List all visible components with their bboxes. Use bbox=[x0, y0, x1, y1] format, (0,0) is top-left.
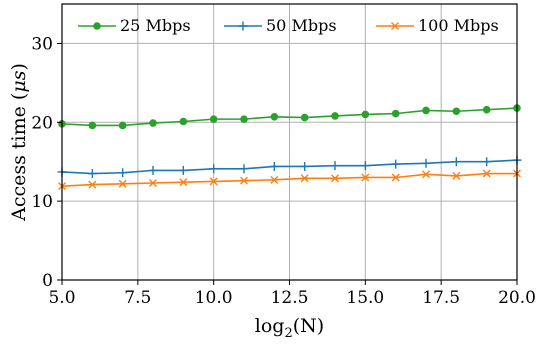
data-point-100-mbps bbox=[209, 177, 218, 186]
data-point-25-mbps bbox=[482, 105, 491, 114]
data-point-100-mbps bbox=[391, 173, 400, 182]
data-point-50-mbps bbox=[239, 164, 249, 174]
x-tick-label: 20.0 bbox=[498, 288, 536, 308]
data-point-50-mbps bbox=[451, 157, 461, 167]
legend-label-50-mbps: 50 Mbps bbox=[266, 16, 337, 35]
data-point-100-mbps bbox=[118, 179, 127, 188]
data-point-25-mbps bbox=[391, 109, 400, 118]
data-point-25-mbps bbox=[452, 107, 461, 116]
x-tick-label: 15.0 bbox=[346, 288, 384, 308]
legend-marker-50-mbps bbox=[238, 21, 248, 31]
data-point-50-mbps bbox=[87, 169, 97, 179]
data-point-25-mbps bbox=[270, 112, 279, 121]
x-tick-label: 17.5 bbox=[422, 288, 460, 308]
legend-marker-25-mbps bbox=[93, 22, 101, 30]
legend: 25 Mbps 50 Mbps 100 Mbps bbox=[78, 16, 499, 35]
y-tick-label: 30 bbox=[31, 34, 53, 54]
series-line-50-mbps bbox=[61, 159, 518, 175]
data-point-25-mbps bbox=[361, 110, 370, 119]
data-point-50-mbps bbox=[421, 158, 431, 168]
data-point-25-mbps bbox=[88, 121, 97, 130]
data-point-25-mbps bbox=[300, 113, 309, 122]
data-point-100-mbps bbox=[361, 173, 370, 182]
series-100-mbps bbox=[58, 169, 521, 191]
data-point-25-mbps bbox=[118, 121, 127, 130]
data-point-50-mbps bbox=[269, 161, 279, 171]
y-tick-label: 0 bbox=[42, 271, 53, 291]
series-line-100-mbps bbox=[61, 172, 517, 187]
data-point-50-mbps bbox=[178, 165, 188, 175]
data-point-100-mbps bbox=[88, 180, 97, 189]
data-point-50-mbps bbox=[391, 159, 401, 169]
data-point-50-mbps bbox=[330, 161, 340, 171]
data-point-100-mbps bbox=[300, 174, 309, 183]
legend-entry-25-mbps: 25 Mbps bbox=[78, 16, 191, 35]
data-point-25-mbps bbox=[422, 106, 430, 115]
x-axis-title: log2(N) bbox=[255, 315, 324, 341]
data-point-25-mbps bbox=[179, 117, 188, 126]
data-point-25-mbps bbox=[331, 112, 339, 120]
y-axis-title-unit: μs bbox=[8, 70, 30, 92]
data-point-100-mbps bbox=[422, 170, 430, 179]
data-point-50-mbps bbox=[148, 165, 158, 175]
data-point-25-mbps bbox=[149, 119, 157, 127]
legend-entry-50-mbps: 50 Mbps bbox=[224, 16, 337, 35]
data-point-100-mbps bbox=[270, 175, 279, 184]
x-tick-label: 10.0 bbox=[195, 288, 233, 308]
legend-entry-100-mbps: 100 Mbps bbox=[376, 16, 499, 35]
data-point-25-mbps bbox=[209, 115, 218, 123]
x-tick-label: 5.0 bbox=[48, 288, 75, 308]
legend-label-100-mbps: 100 Mbps bbox=[418, 16, 499, 35]
legend-label-25-mbps: 25 Mbps bbox=[120, 16, 191, 35]
series-50-mbps bbox=[57, 155, 522, 179]
x-axis-title-base: log bbox=[255, 315, 285, 337]
axis-ticks: 5.0 7.5 10.0 12.5 15.0 17.5 20.0 0 10 20 30 bbox=[31, 34, 536, 308]
y-axis-title-suffix: ) bbox=[8, 63, 30, 70]
x-tick-label: 12.5 bbox=[271, 288, 309, 308]
legend-marker-100-mbps bbox=[391, 22, 399, 30]
y-axis-title-prefix: Access time ( bbox=[8, 93, 30, 222]
data-point-100-mbps bbox=[149, 179, 157, 188]
data-point-100-mbps bbox=[452, 171, 461, 180]
data-point-100-mbps bbox=[179, 178, 188, 187]
y-axis-title: Access time (μs) bbox=[8, 63, 30, 222]
y-tick-label: 10 bbox=[31, 192, 53, 212]
x-tick-label: 7.5 bbox=[124, 288, 151, 308]
series-line-25-mbps bbox=[61, 107, 518, 127]
x-axis-title-subscript: 2 bbox=[284, 326, 292, 341]
data-point-25-mbps bbox=[240, 115, 248, 123]
grid bbox=[61, 4, 518, 281]
data-point-100-mbps bbox=[331, 174, 339, 183]
data-point-50-mbps bbox=[300, 161, 310, 171]
x-axis-title-argument: (N) bbox=[293, 315, 324, 337]
y-tick-label: 20 bbox=[31, 113, 53, 133]
data-point-50-mbps bbox=[482, 157, 492, 167]
data-point-100-mbps bbox=[240, 176, 248, 185]
data-point-50-mbps bbox=[118, 168, 128, 178]
data-point-100-mbps bbox=[482, 169, 491, 178]
data-point-50-mbps bbox=[209, 164, 219, 174]
data-point-50-mbps bbox=[360, 161, 370, 171]
